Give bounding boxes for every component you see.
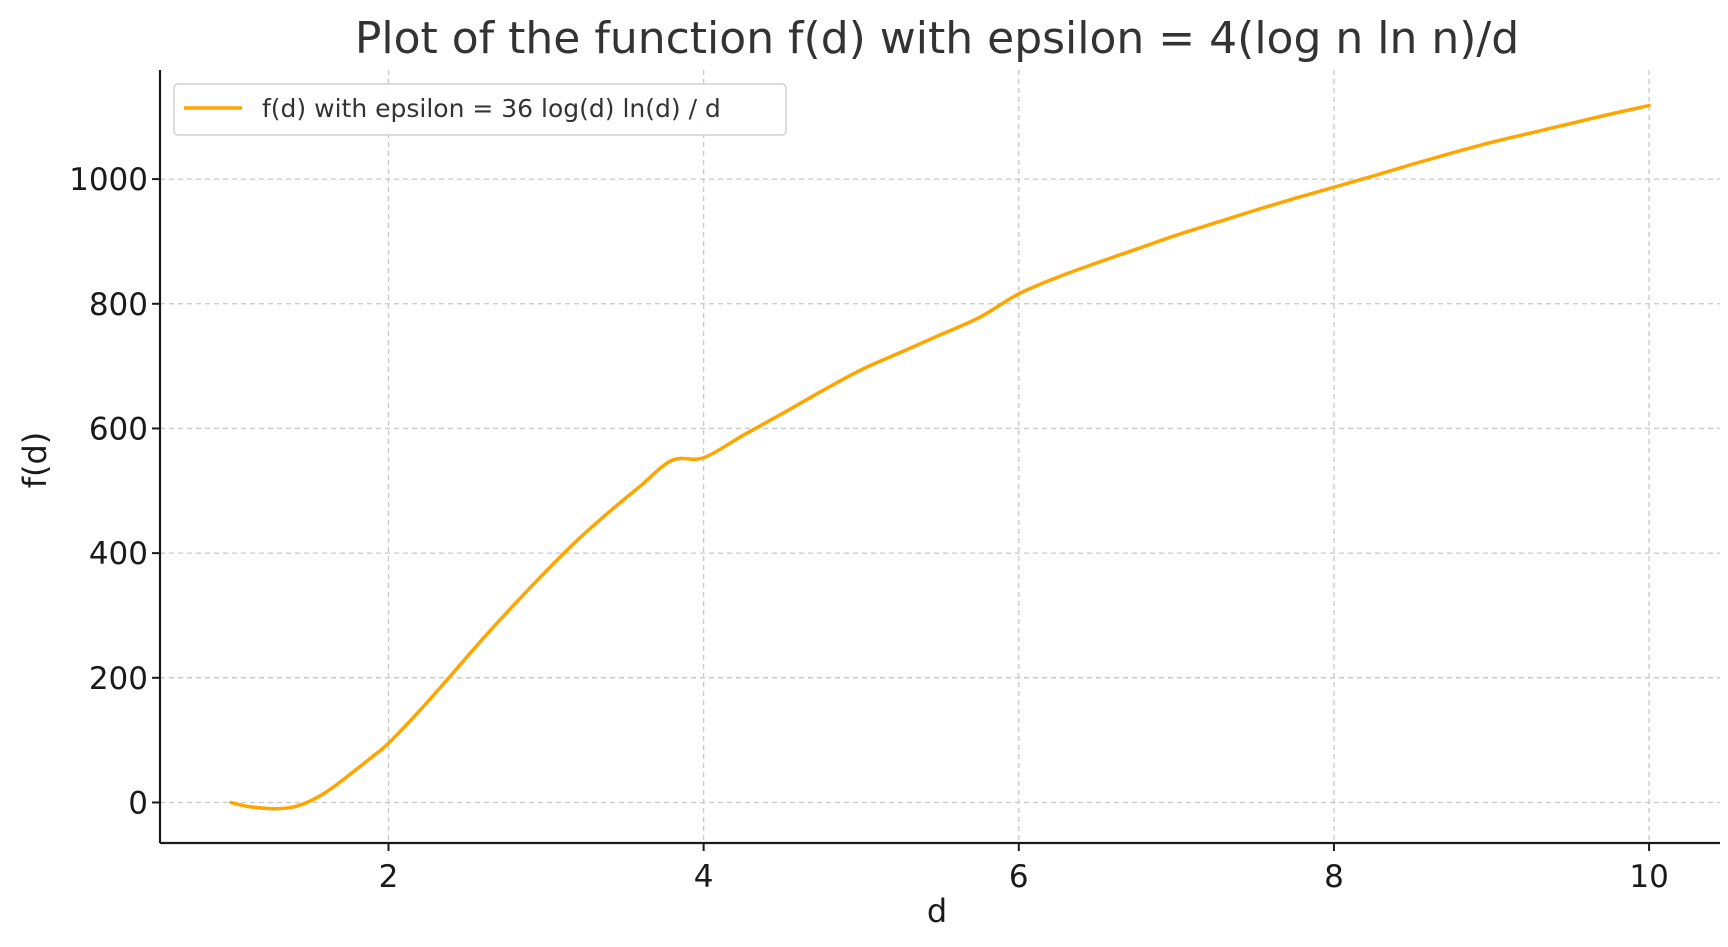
x-tick-label: 8 <box>1324 859 1344 895</box>
legend-entry-label: f(d) with epsilon = 36 log(d) ln(d) / d <box>262 94 721 123</box>
y-axis-label: f(d) <box>16 432 54 489</box>
legend: f(d) with epsilon = 36 log(d) ln(d) / d <box>173 83 787 136</box>
x-tick-label: 6 <box>1009 859 1029 895</box>
series-layer <box>229 103 1651 811</box>
y-tick-label: 0 <box>128 785 148 821</box>
y-tick-label: 400 <box>89 536 148 572</box>
x-tick-label: 10 <box>1629 859 1668 895</box>
grid <box>160 70 1720 843</box>
x-axis-label: d <box>927 892 947 930</box>
y-tick-label: 1000 <box>69 162 148 198</box>
chart-title: Plot of the function f(d) with epsilon =… <box>355 13 1519 64</box>
axes <box>158 70 1720 845</box>
y-tick-label: 200 <box>89 661 148 697</box>
legend-box <box>173 83 787 136</box>
ticks: 2 4 6 8 10 0 200 400 600 800 1000 <box>69 162 1669 895</box>
y-tick-label: 600 <box>89 411 148 447</box>
y-tick-label: 800 <box>89 287 148 323</box>
x-tick-label: 2 <box>379 859 399 895</box>
x-tick-label: 4 <box>694 859 714 895</box>
series-line <box>229 103 1651 811</box>
